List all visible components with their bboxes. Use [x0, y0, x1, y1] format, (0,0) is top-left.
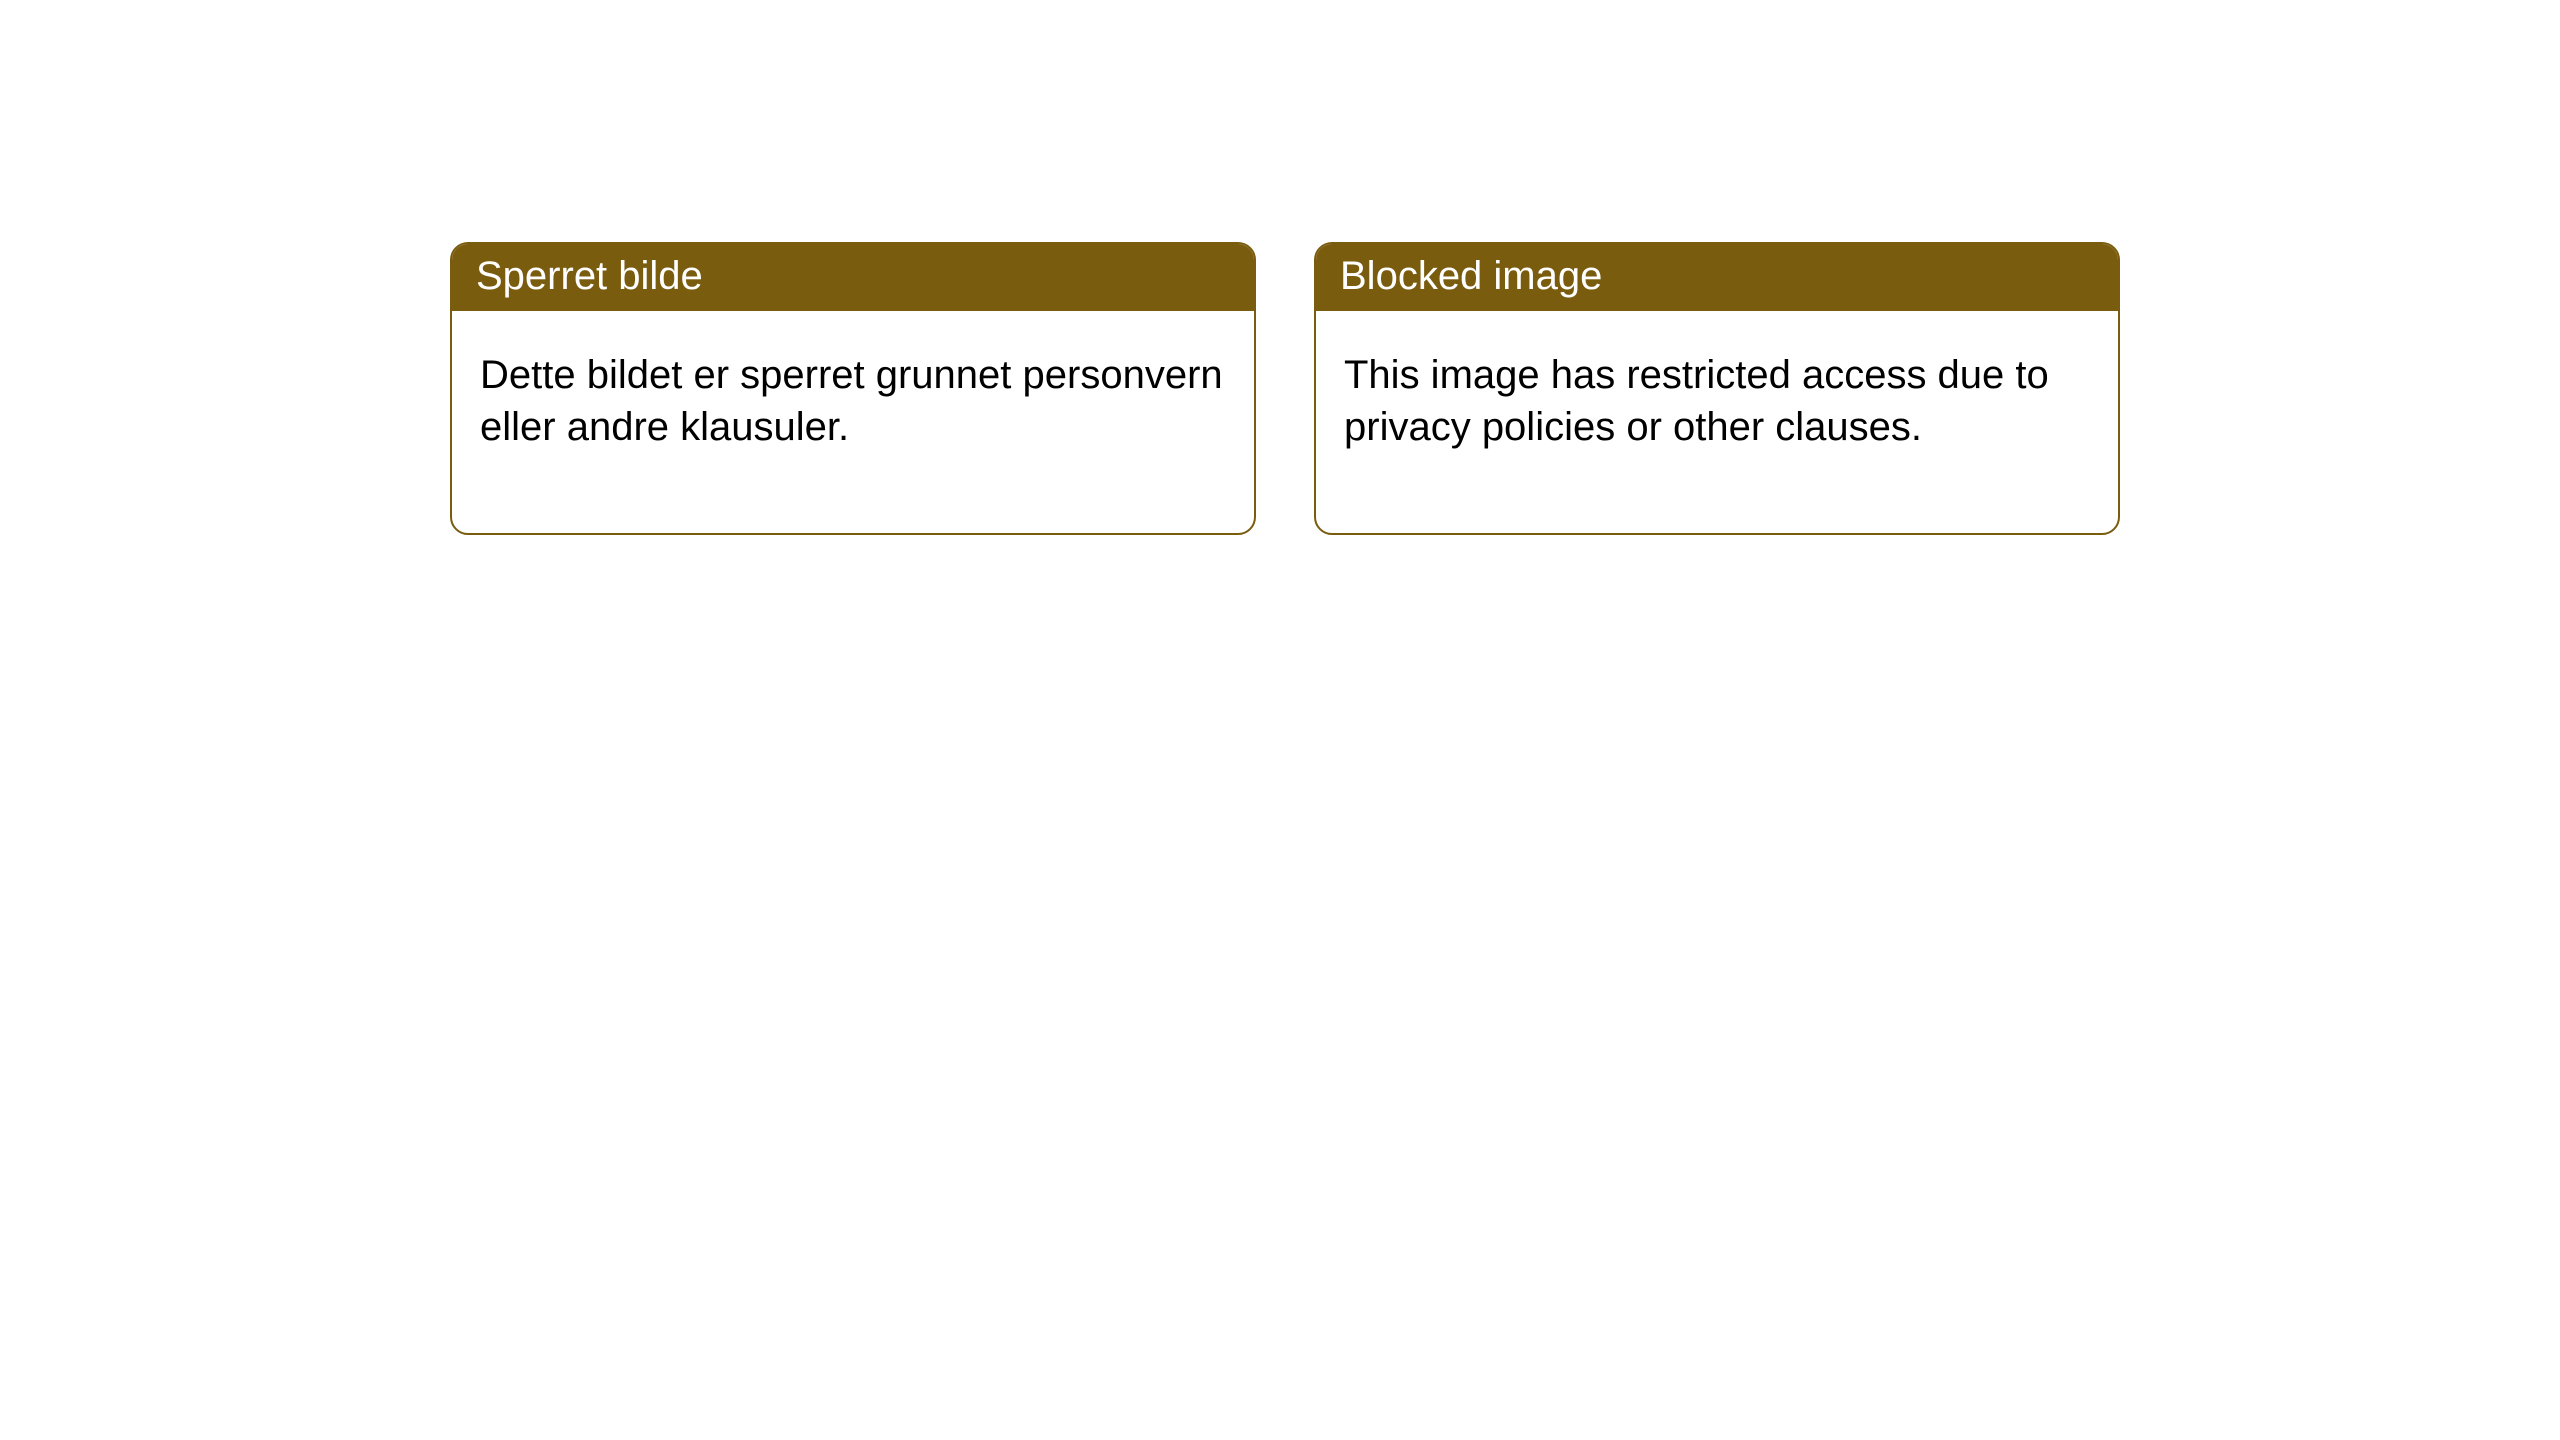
card-header-no: Sperret bilde — [452, 244, 1254, 311]
blocked-image-card-en: Blocked image This image has restricted … — [1314, 242, 2120, 535]
blocked-image-card-no: Sperret bilde Dette bildet er sperret gr… — [450, 242, 1256, 535]
card-body-en: This image has restricted access due to … — [1316, 311, 2118, 533]
notice-cards-container: Sperret bilde Dette bildet er sperret gr… — [0, 0, 2560, 535]
card-body-no: Dette bildet er sperret grunnet personve… — [452, 311, 1254, 533]
card-header-en: Blocked image — [1316, 244, 2118, 311]
